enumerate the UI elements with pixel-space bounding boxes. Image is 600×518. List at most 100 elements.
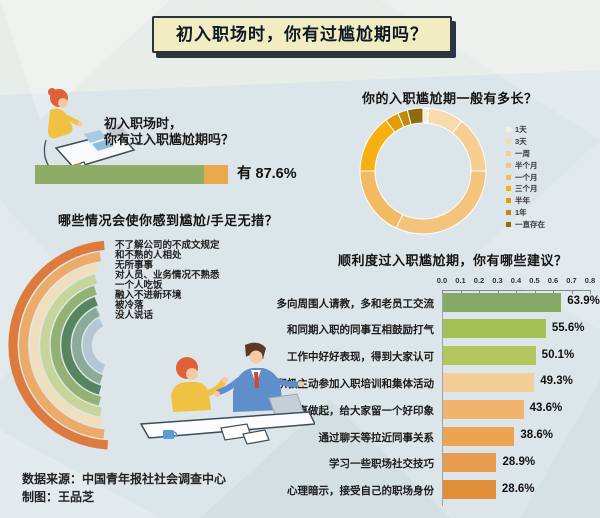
situation-arc-0 [8, 240, 109, 450]
duration-donut-chart [359, 107, 487, 235]
x-tick-label: 0.5 [529, 276, 540, 285]
bar-value-label: 49.3% [540, 375, 573, 388]
legend-label: 半年 [515, 196, 530, 206]
situation-label: 对人员、业务情况不熟悉 [115, 270, 220, 281]
legend-label: 一周 [515, 148, 530, 158]
y-axis-line [442, 290, 443, 506]
colleagues-talking-illustration [139, 342, 315, 445]
bar-category-label: 从小事做起，给大家留一个好印象 [276, 404, 435, 417]
situation-label: 和不熟的人相处 [115, 250, 182, 261]
legend-item: 一个月 [506, 171, 545, 183]
bar-category-label: 工作中好好表现，得到大家认可 [287, 351, 434, 364]
question1-line1: 初入职场时， [104, 116, 183, 131]
bar-value-label: 28.9% [502, 455, 536, 468]
yes-percentage-bar [35, 165, 228, 184]
legend-label: 1年 [515, 207, 527, 217]
bar-value-label: 63.9% [567, 295, 600, 307]
duration-chart-title: 你的入职尴尬期一般有多长？ [362, 91, 538, 106]
page-title: 初入职场时，你有过尴尬期吗？ [176, 25, 428, 44]
legend-swatch [506, 127, 511, 133]
page-title-box: 初入职场时，你有过尴尬期吗？ [152, 16, 452, 53]
legend-label: 一个月 [515, 172, 538, 182]
legend-swatch [506, 162, 511, 168]
x-tick-mark [534, 290, 536, 294]
situation-arc-6 [72, 307, 103, 384]
bar [443, 426, 515, 446]
legend-item: 1年 [506, 207, 545, 219]
bar [443, 292, 562, 312]
no-bar-fill [204, 165, 228, 184]
bar [443, 372, 535, 392]
bar-value-label: 50.1% [541, 348, 575, 361]
suggestions-bar-chart: 0.0 0.1 0.2 0.3 0.4 0.5 0.6 0.7 0.8 多向周围人请教，多和老员工… [270, 256, 600, 518]
x-tick-mark [460, 290, 462, 294]
bar [443, 319, 546, 339]
legend-item: 1天 [506, 124, 545, 136]
situation-label: 融入不进新环境 [115, 290, 182, 301]
donut-segment-半个月 [395, 170, 487, 235]
bar [443, 399, 524, 419]
situation-arc-1 [19, 251, 105, 439]
donut-segment-一直存在 [406, 107, 424, 126]
data-source-line: 数据来源：中国青年报社社会调查中心 [22, 472, 227, 486]
bar-value-label: 28.6% [501, 482, 535, 495]
x-tick-mark [516, 290, 517, 294]
x-tick-mark [497, 290, 499, 294]
legend-swatch [506, 139, 511, 145]
bar-category-label: 通过聊天等拉近同事关系 [318, 431, 435, 444]
legend-label: 3天 [515, 137, 527, 147]
situation-arc-2 [29, 263, 102, 428]
x-tick-label: 0.1 [455, 276, 466, 285]
situation-arc-7 [82, 318, 106, 374]
x-tick-label: 0.2 [473, 276, 485, 285]
situation-label: 没人说话 [115, 310, 154, 321]
legend-label: 半个月 [515, 160, 538, 170]
bar-category-label: 积极主动参加入职培训和集体活动 [276, 377, 435, 390]
bar-value-label: 38.6% [520, 429, 554, 441]
situation-label: 一个人吃饭 [115, 280, 163, 291]
bar-category-label: 心理暗示，接受自己的职场身份 [287, 485, 434, 498]
bar-value-label: 43.6% [529, 402, 563, 415]
situations-label-list: 不了解公司的不成文规定 和不熟的人相处 无所事事 对人员、业务情况不熟悉 一个人吃饭 融入… [115, 241, 220, 321]
legend-item: 一直存在 [506, 218, 545, 230]
bar-category-label: 学习一些职场社交技巧 [329, 458, 434, 471]
legend-label: 1天 [515, 125, 527, 135]
duration-legend: 1天 3天 一周半个月一个月三个月半年 1年一直存在 [506, 124, 545, 230]
x-tick-mark [479, 290, 480, 294]
legend-swatch [506, 198, 511, 204]
x-tick-mark [553, 290, 554, 294]
legend-swatch [506, 221, 511, 227]
legend-item: 半年 [506, 195, 545, 207]
x-tick-mark [571, 290, 573, 294]
donut-segment-三个月 [359, 119, 396, 172]
legend-label: 一直存在 [515, 219, 545, 229]
legend-label: 三个月 [515, 184, 538, 194]
situation-label: 被冷落 [115, 300, 144, 311]
legend-item: 一周 [506, 148, 545, 160]
situations-chart-title: 哪些情况会使你感到尴尬/手足无措？ [58, 213, 279, 228]
suggestions-chart-title: 顺利度过入职尴尬期，你有哪些建议？ [338, 253, 568, 268]
x-tick-mark [590, 290, 591, 294]
x-tick-label: 0.8 [584, 276, 596, 285]
yes-percentage-label: 有 87.6% [237, 166, 297, 182]
legend-swatch [506, 174, 511, 180]
bar-category-label: 和同期入职的同事互相鼓励打气 [287, 324, 434, 337]
bar-category-label: 多向周围人请教，多和老员工交流 [276, 297, 435, 310]
situations-radial-chart [8, 240, 109, 450]
bar [443, 480, 496, 500]
situation-label: 不了解公司的不成文规定 [115, 240, 220, 251]
yes-bar-fill [35, 165, 205, 184]
credit-line: 制图：王品芝 [22, 490, 95, 504]
donut-segment-一个月 [359, 170, 404, 229]
legend-swatch [506, 150, 511, 156]
legend-item: 三个月 [506, 183, 545, 195]
situation-arc-4 [50, 285, 101, 406]
legend-item: 3天 [506, 136, 545, 148]
x-tick-label: 0.7 [566, 276, 577, 285]
situation-arc-3 [40, 274, 102, 417]
bar [443, 453, 497, 473]
x-tick-label: 0.3 [492, 276, 503, 285]
situation-label: 无所事事 [115, 260, 154, 271]
x-tick-label: 0.6 [547, 276, 559, 285]
